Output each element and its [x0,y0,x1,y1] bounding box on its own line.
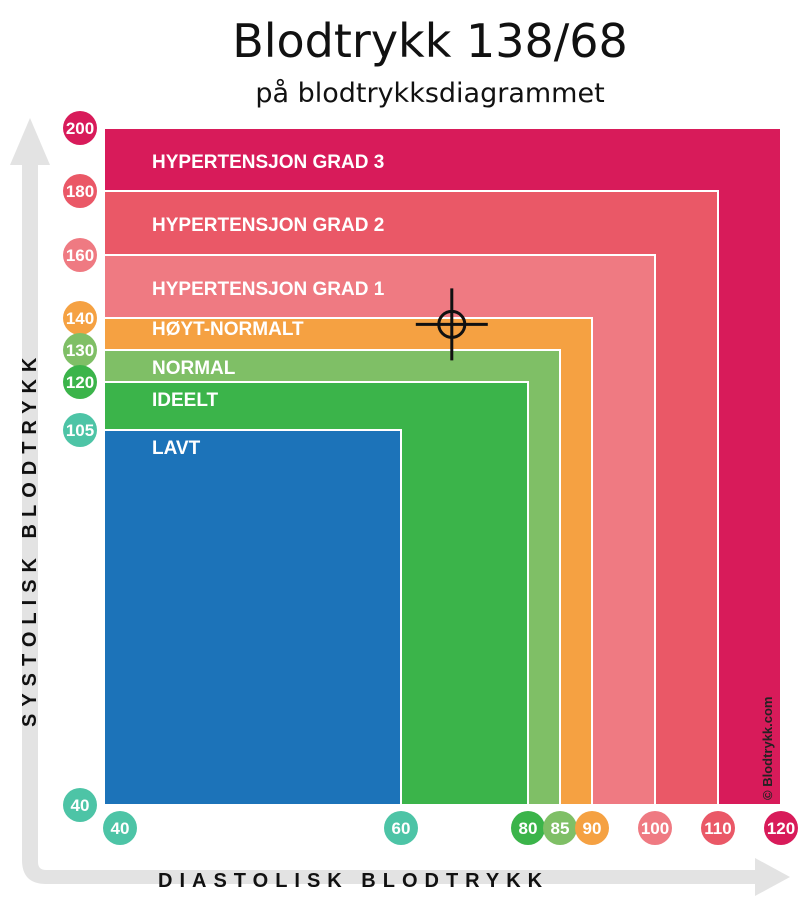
x-tick-badge-100 [638,811,672,845]
copyright-text: © Blodtrykk.com [760,697,775,801]
y-tick-badge-105 [63,413,97,447]
band-label-hypertensjon-grad-3: HYPERTENSJON GRAD 3 [152,152,384,173]
chart-title: Blodtrykk 138/68 [232,14,628,68]
marker-layer [415,288,488,361]
x-tick-label-60: 60 [392,819,411,838]
band-label-lavt: LAVT [152,438,201,459]
band-lavt [103,429,402,806]
y-tick-label-105: 105 [66,421,94,440]
y-axis-arrowhead [10,118,50,165]
y-tick-label-120: 120 [66,373,94,392]
y-tick-label-160: 160 [66,246,94,265]
x-tick-label-110: 110 [704,819,731,838]
y-tick-badge-40 [63,788,97,822]
x-tick-badge-80 [511,811,545,845]
y-tick-label-180: 180 [66,182,94,201]
y-tick-badge-200 [63,111,97,145]
x-axis-title: DIASTOLISK BLODTRYKK [158,870,549,892]
x-tick-label-90: 90 [583,819,602,838]
x-tick-badge-90 [575,811,609,845]
ticks-layer: 200 180 160 140 130 120 105 40 40 60 80 85 90 100 110 1… [63,111,798,845]
x-tick-badge-60 [384,811,418,845]
chart-subtitle: på blodtrykksdiagrammet [255,78,605,109]
x-tick-badge-40 [103,811,137,845]
y-tick-badge-180 [63,174,97,208]
y-tick-badge-160 [63,238,97,272]
x-tick-badge-120 [764,811,798,845]
x-tick-label-85: 85 [551,819,570,838]
x-tick-label-100: 100 [641,819,669,838]
y-tick-badge-120 [63,365,97,399]
band-labels-layer: HYPERTENSJON GRAD 3 HYPERTENSJON GRAD 2 HY… [152,152,385,459]
band-label-hypertensjon-grad-2: HYPERTENSJON GRAD 2 [152,215,384,236]
x-tick-label-40: 40 [111,819,130,838]
band-label-ideelt: IDEELT [152,390,219,411]
band-label-hypertensjon-grad-1: HYPERTENSJON GRAD 1 [152,279,385,300]
x-tick-label-120: 120 [767,819,795,838]
y-tick-label-130: 130 [66,341,94,360]
y-tick-label-140: 140 [66,309,94,328]
y-axis-title: SYSTOLISK BLODTRYKK [19,351,41,727]
band-label-hoyt-normalt: HØYT-NORMALT [152,319,304,340]
y-tick-label-40: 40 [71,796,90,815]
band-label-normal: NORMAL [152,358,236,379]
bands-layer [103,127,782,806]
y-tick-badge-130 [63,333,97,367]
y-tick-label-200: 200 [66,119,94,138]
x-tick-badge-110 [701,811,735,845]
x-tick-badge-85 [543,811,577,845]
x-tick-label-80: 80 [519,819,538,838]
y-tick-badge-140 [63,301,97,335]
